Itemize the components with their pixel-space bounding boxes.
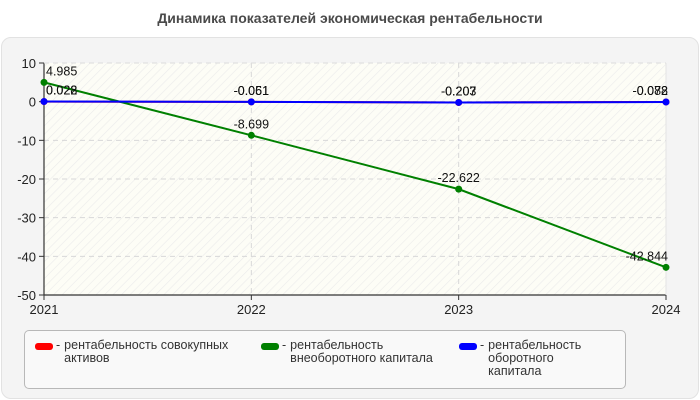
y-tick-label: -20 [17, 172, 36, 187]
data-label: -8.699 [234, 117, 269, 131]
legend: - рентабельность совокупных активов - рен… [24, 330, 626, 389]
data-label: 0.022 [46, 84, 77, 98]
y-tick-label: 10 [22, 56, 36, 71]
data-label: -0.061 [234, 84, 269, 98]
data-label: -22.622 [437, 171, 479, 185]
chart-title: Динамика показателей экономическая рента… [157, 10, 543, 26]
legend-label: рентабельность [290, 338, 384, 352]
data-label: 0.028 [46, 84, 77, 98]
x-tick-label: 2021 [30, 302, 59, 317]
data-point [662, 98, 670, 106]
data-label: -0.051 [234, 84, 269, 98]
y-tick-label: -30 [17, 211, 36, 226]
data-point [455, 185, 463, 193]
data-label: -0.203 [441, 84, 476, 98]
data-labels: 0.022 -0.061 -0.207 -0.072 4.985 -8.699 -22.62… [46, 64, 668, 263]
series-line [43, 81, 667, 269]
x-tick-label: 2022 [237, 302, 266, 317]
legend-swatch-blue [459, 343, 477, 350]
legend-label: рентабельность оборотного [488, 338, 582, 365]
data-point [662, 263, 670, 271]
series-lines [40, 78, 670, 271]
data-label: -0.072 [633, 84, 668, 98]
y-tick-label: -10 [17, 133, 36, 148]
legend-swatch-red [35, 343, 53, 350]
legend-item-working-capital: - рентабельность оборотного капитала [459, 339, 625, 378]
data-label: -0.088 [633, 84, 668, 98]
data-point [455, 98, 463, 106]
data-point [247, 131, 255, 139]
series-line [43, 100, 667, 104]
legend-label: рентабельность совокупных [64, 338, 229, 352]
data-label: -42.844 [626, 249, 668, 263]
data-point [40, 98, 48, 106]
x-tick-label: 2024 [652, 302, 681, 317]
x-tick-label: 2023 [444, 302, 473, 317]
legend-item-noncurrent-capital: - рентабельность внеоборотного капитала [261, 339, 433, 365]
data-label: 4.985 [46, 64, 77, 78]
legend-swatch-green [261, 343, 279, 350]
y-tick-label: 0 [29, 95, 36, 110]
data-point [40, 78, 48, 86]
y-tick-label: -40 [17, 249, 36, 264]
legend-item-total-assets: - рентабельность совокупных активов [35, 339, 228, 365]
data-point [247, 98, 255, 106]
y-tick-label: -50 [17, 288, 36, 303]
data-label: -0.207 [441, 84, 476, 98]
